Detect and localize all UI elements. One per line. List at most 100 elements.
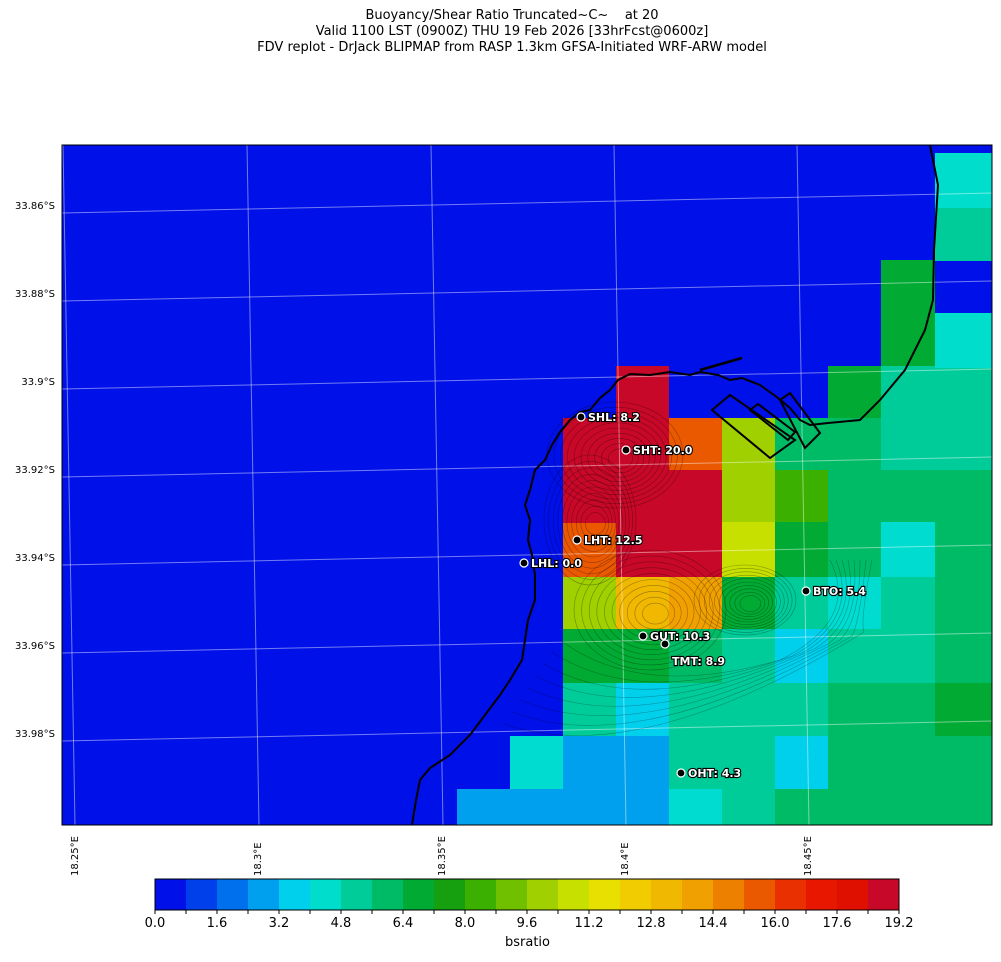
station-label: OHT: 4.3 xyxy=(688,767,741,780)
contour-line xyxy=(604,573,701,650)
data-cell xyxy=(935,736,992,825)
longitude-gridline xyxy=(796,145,810,825)
colorbar-tick-label: 17.6 xyxy=(822,916,852,931)
colorbar-swatch xyxy=(310,879,342,910)
contour-line xyxy=(719,581,777,623)
contour-line xyxy=(580,427,656,487)
harbour-basin-3 xyxy=(778,391,822,450)
data-cell xyxy=(669,736,722,789)
colorbar-swatch xyxy=(806,879,838,910)
station-label: GUT: 10.3 xyxy=(650,630,710,643)
longitude-gridline xyxy=(613,145,627,825)
data-cell xyxy=(775,522,828,577)
data-cell xyxy=(563,523,616,577)
data-cell xyxy=(669,683,722,736)
contour-line xyxy=(573,422,661,491)
latitude-gridline xyxy=(62,456,992,478)
coastline-path xyxy=(411,145,940,825)
contour-line xyxy=(729,588,770,618)
data-cell xyxy=(881,683,935,825)
data-cell xyxy=(775,577,828,629)
contour-line xyxy=(739,595,762,612)
contour-line xyxy=(587,432,650,482)
data-cell xyxy=(775,789,828,825)
contour-line xyxy=(626,590,682,635)
colorbar-tick-label: 8.0 xyxy=(454,916,476,931)
data-cell xyxy=(881,577,935,683)
data-cell xyxy=(935,208,992,261)
colorbar-tick-label: 12.8 xyxy=(636,916,666,931)
colorbar-swatch xyxy=(186,879,218,910)
data-cell xyxy=(935,470,992,683)
station-lhl: LHL: 0.0 xyxy=(519,556,583,571)
colorbar-tick-label: 19.2 xyxy=(884,916,914,931)
data-cell xyxy=(563,629,616,683)
data-cell xyxy=(563,683,616,736)
data-cell xyxy=(775,629,828,683)
data-cell xyxy=(722,736,775,825)
station-bto: BTO: 5.4 xyxy=(801,584,867,599)
colorbar-swatch xyxy=(465,879,497,910)
longitude-label: 18.35°E xyxy=(437,836,448,876)
contour-line xyxy=(567,417,667,496)
data-cell xyxy=(935,368,992,470)
data-cell xyxy=(775,683,828,736)
data-cell xyxy=(616,736,669,825)
colorbar-tick-label: 0.0 xyxy=(144,916,166,931)
data-cell xyxy=(457,789,510,825)
contour-line xyxy=(519,559,861,716)
colorbar-swatch xyxy=(217,879,249,910)
contour-line xyxy=(535,559,851,698)
colorbar-tick-label: 9.6 xyxy=(516,916,538,931)
latitude-label: 33.9°S xyxy=(21,377,55,388)
coastline xyxy=(411,145,940,825)
station-tmt: TMT: 8.9 xyxy=(660,639,726,669)
latitude-gridline xyxy=(62,192,992,214)
title-line-3: FDV replot - DrJack BLIPMAP from RASP 1.… xyxy=(257,40,767,55)
colorbar-swatch xyxy=(837,879,869,910)
latitude-label: 33.88°S xyxy=(15,289,55,300)
station-label: SHL: 8.2 xyxy=(588,411,640,424)
data-cell xyxy=(722,522,775,577)
colorbar-tick-label: 11.2 xyxy=(574,916,604,931)
colorbar-swatch xyxy=(403,879,435,910)
colorbar-swatch xyxy=(558,879,590,910)
colorbar-swatch xyxy=(651,879,683,910)
data-cell xyxy=(669,789,722,825)
station-shl: SHL: 8.2 xyxy=(576,410,641,425)
contour-line xyxy=(596,567,708,656)
contour-line xyxy=(594,438,645,478)
contour-line xyxy=(724,585,773,620)
station-dot xyxy=(576,412,586,422)
colorbar-swatch xyxy=(682,879,714,910)
colorbar-tick-label: 16.0 xyxy=(760,916,790,931)
data-cell xyxy=(828,629,881,683)
contour-line xyxy=(611,579,695,645)
latitude-gridline xyxy=(62,368,992,390)
station-dot xyxy=(638,631,648,641)
contour-line xyxy=(552,467,630,575)
contour-line xyxy=(619,585,688,640)
colorbar-swatch xyxy=(620,879,652,910)
harbour-basin-2 xyxy=(748,402,797,442)
terrain-contours xyxy=(503,401,873,736)
contour-line xyxy=(543,559,847,690)
contour-line xyxy=(566,486,620,558)
data-cell xyxy=(881,470,935,522)
longitude-label: 18.4°E xyxy=(620,842,631,876)
contour-line xyxy=(642,602,669,625)
colorbar-swatch xyxy=(713,879,745,910)
contour-line xyxy=(585,512,606,535)
contour-line xyxy=(575,499,613,547)
contour-line xyxy=(708,574,785,628)
longitude-label: 18.3°E xyxy=(253,842,264,876)
data-cell xyxy=(828,577,881,629)
data-cell xyxy=(722,629,775,683)
title-block: Buoyancy/Shear Ratio Truncated~C~ at 20 … xyxy=(0,8,1001,56)
station-dot xyxy=(801,586,811,596)
station-label: BTO: 5.4 xyxy=(813,585,866,598)
data-cell xyxy=(775,470,828,522)
title-line-2: Valid 1100 LST (0900Z) THU 19 Feb 2026 [… xyxy=(315,24,709,39)
contour-line xyxy=(557,473,627,569)
